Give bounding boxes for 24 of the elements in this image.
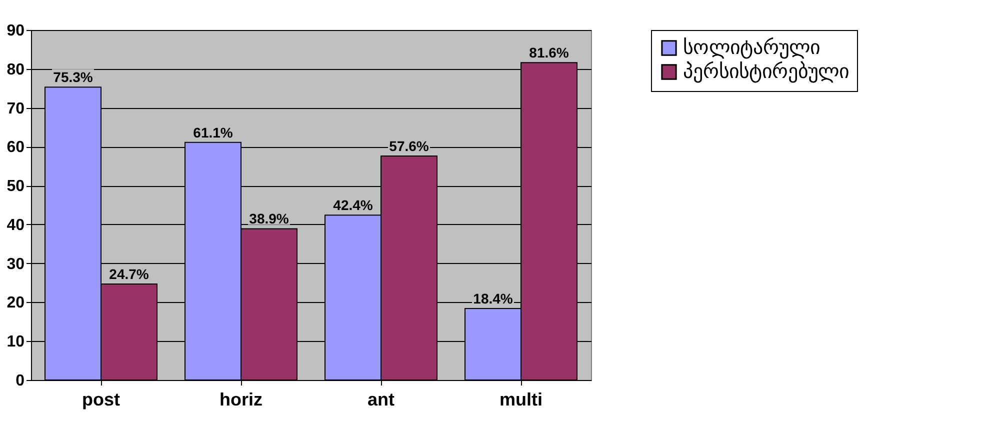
data-label: 75.3%: [53, 69, 94, 86]
y-tick-label: 40: [6, 216, 25, 234]
x-tick-label: multi: [500, 390, 542, 410]
x-tick-label: ant: [368, 390, 395, 410]
y-tick-label: 30: [6, 256, 25, 273]
y-tick-label: 10: [6, 334, 25, 351]
data-label: 61.1%: [193, 124, 234, 140]
y-tick-label: 50: [6, 178, 25, 196]
data-label: 57.6%: [389, 138, 430, 154]
y-tick-label: 20: [6, 294, 25, 312]
legend-label: სოლიტარული: [683, 37, 820, 59]
data-label: 81.6%: [529, 44, 570, 61]
x-tick-label: post: [82, 390, 120, 410]
data-label: 42.4%: [333, 197, 374, 214]
data-label: 18.4%: [473, 290, 514, 306]
data-label: 38.9%: [249, 210, 290, 227]
y-tick-label: 60: [6, 139, 25, 156]
legend-label: პერსისტირებული: [683, 61, 849, 83]
y-tick-label: 80: [6, 61, 25, 78]
y-tick-label: 90: [6, 22, 25, 40]
x-tick-label: horiz: [220, 390, 262, 410]
y-tick-label: 70: [6, 100, 25, 118]
y-tick-label: 0: [16, 372, 25, 390]
data-label: 24.7%: [109, 266, 150, 282]
